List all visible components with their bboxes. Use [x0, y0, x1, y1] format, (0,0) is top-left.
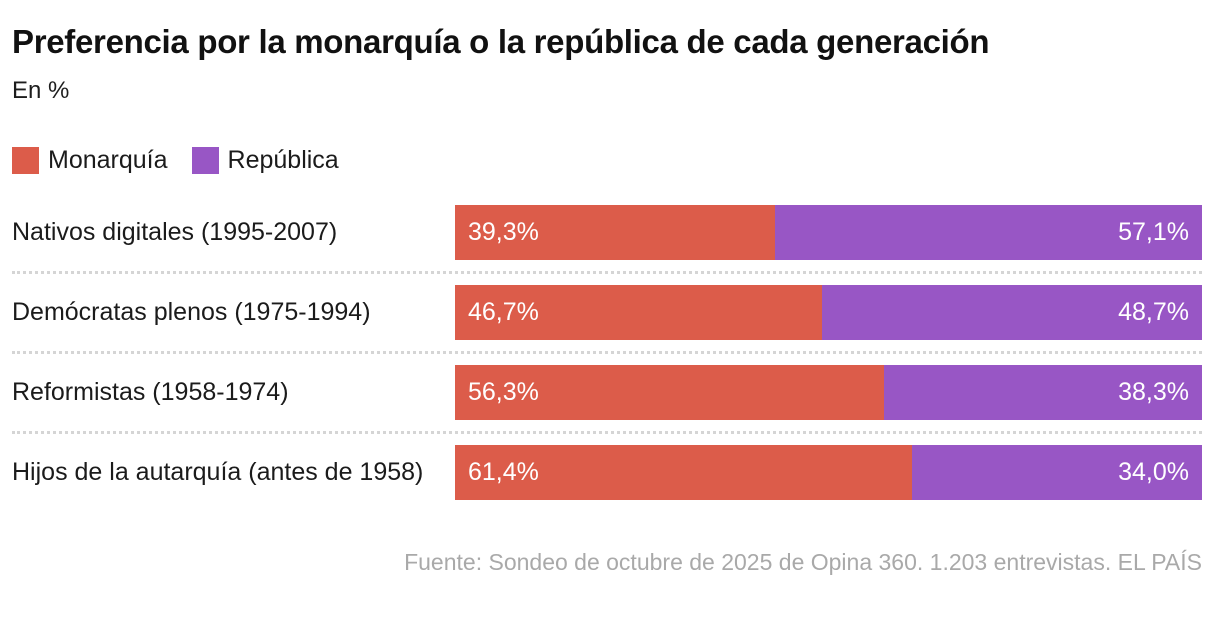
chart-card: Preferencia por la monarquía o la repúbl…	[12, 16, 1202, 575]
stacked-bar: 61,4% 34,0%	[455, 444, 1202, 500]
legend: Monarquía República	[12, 146, 1202, 175]
chart-row: Nativos digitales (1995-2007) 39,3% 57,1…	[12, 194, 1202, 271]
category-label: Nativos digitales (1995-2007)	[12, 217, 338, 246]
bar-chart: Nativos digitales (1995-2007) 39,3% 57,1…	[12, 194, 1202, 511]
monarquia-bar-segment: 56,3%	[455, 364, 884, 420]
monarquia-bar-segment: 61,4%	[455, 444, 912, 500]
legend-label-republica: República	[227, 145, 339, 174]
chart-row: Reformistas (1958-1974) 56,3% 38,3%	[12, 350, 1202, 431]
republica-value-label: 38,3%	[1118, 377, 1189, 406]
monarquia-value-label: 61,4%	[468, 457, 539, 486]
source-note: Fuente: Sondeo de octubre de 2025 de Opi…	[404, 548, 1202, 575]
stacked-bar: 46,7% 48,7%	[455, 284, 1202, 340]
chart-row: Demócratas plenos (1975-1994) 46,7% 48,7…	[12, 270, 1202, 351]
republica-bar-segment: 34,0%	[911, 444, 1202, 500]
republica-value-label: 48,7%	[1118, 297, 1189, 326]
monarquia-bar-segment: 46,7%	[455, 284, 823, 340]
republica-bar-segment: 48,7%	[822, 284, 1202, 340]
republica-value-label: 57,1%	[1118, 217, 1189, 246]
republica-bar-segment: 38,3%	[883, 364, 1202, 420]
monarquia-value-label: 56,3%	[468, 377, 539, 406]
republica-value-label: 34,0%	[1118, 457, 1189, 486]
republica-bar-segment: 57,1%	[775, 204, 1202, 260]
category-label: Reformistas (1958-1974)	[12, 377, 289, 406]
monarquia-bar-segment: 39,3%	[455, 204, 776, 260]
monarquia-value-label: 46,7%	[468, 297, 539, 326]
legend-label-monarquia: Monarquía	[48, 145, 168, 174]
republica-swatch-icon	[191, 146, 219, 174]
category-label: Demócratas plenos (1975-1994)	[12, 297, 371, 326]
chart-subtitle: En %	[12, 76, 70, 104]
category-label: Hijos de la autarquía (antes de 1958)	[12, 457, 424, 486]
chart-title: Preferencia por la monarquía o la repúbl…	[12, 23, 990, 60]
legend-item-monarquia: Monarquía	[12, 146, 168, 175]
legend-item-republica: República	[191, 145, 339, 175]
stacked-bar: 56,3% 38,3%	[455, 364, 1202, 420]
stacked-bar: 39,3% 57,1%	[455, 204, 1202, 260]
monarquia-swatch-icon	[12, 146, 39, 174]
monarquia-value-label: 39,3%	[468, 217, 539, 246]
chart-row: Hijos de la autarquía (antes de 1958) 61…	[12, 430, 1202, 511]
